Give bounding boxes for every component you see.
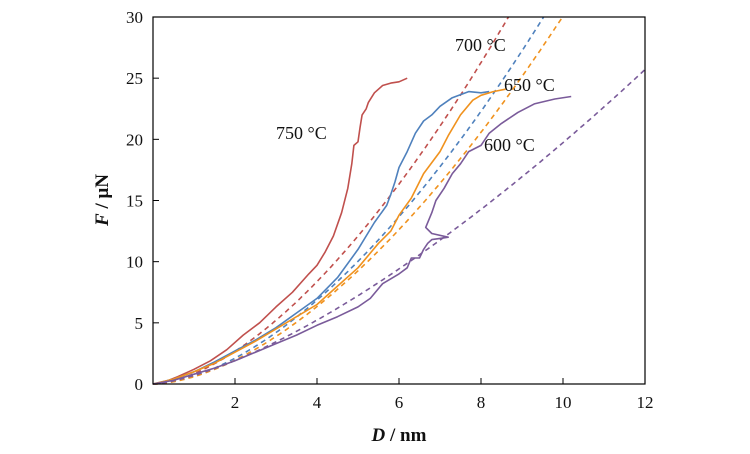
fit-curves [152, 16, 646, 385]
x-axis-title: D / nm [371, 425, 427, 446]
x-tick-label: 10 [555, 393, 572, 412]
x-axis-var: D [371, 425, 386, 446]
series-label-650: 650 °C [504, 75, 555, 95]
fit-curve-1 [153, 16, 545, 385]
x-tick-label: 6 [395, 393, 404, 412]
y-tick-label: 25 [126, 69, 143, 88]
y-tick-label: 30 [126, 8, 143, 27]
series-line-2 [152, 88, 506, 385]
y-tick-label: 10 [126, 253, 143, 272]
series-label-750: 750 °C [276, 123, 327, 143]
y-tick-label: 5 [135, 314, 144, 333]
series-line-3 [152, 95, 572, 385]
series-line-1 [152, 90, 490, 385]
y-axis-title: F / μN [92, 174, 113, 227]
y-tick-label: 20 [126, 130, 143, 149]
x-tick-label: 4 [313, 393, 322, 412]
data-series [152, 77, 572, 385]
plot-frame [152, 16, 646, 385]
fit-curve-3 [152, 69, 646, 385]
x-tick-label: 12 [637, 393, 654, 412]
axis-ticks: 2 4 6 8 10 12 0 5 10 15 20 25 30 [126, 8, 654, 412]
x-axis-unit: / nm [385, 425, 426, 446]
series-label-600: 600 °C [484, 135, 535, 155]
y-axis-var: F [92, 213, 113, 227]
x-tick-label: 8 [477, 393, 486, 412]
series-label-700: 700 °C [455, 35, 506, 55]
x-tick-label: 2 [231, 393, 240, 412]
y-tick-label: 0 [135, 375, 144, 394]
fit-curve-0 [152, 16, 510, 385]
y-tick-label: 15 [126, 192, 143, 211]
series-labels: 750 °C 700 °C 650 °C 600 °C [276, 35, 555, 155]
fit-curve-2 [153, 16, 564, 385]
y-axis-unit: / μN [92, 174, 113, 214]
series-line-0 [152, 77, 408, 385]
